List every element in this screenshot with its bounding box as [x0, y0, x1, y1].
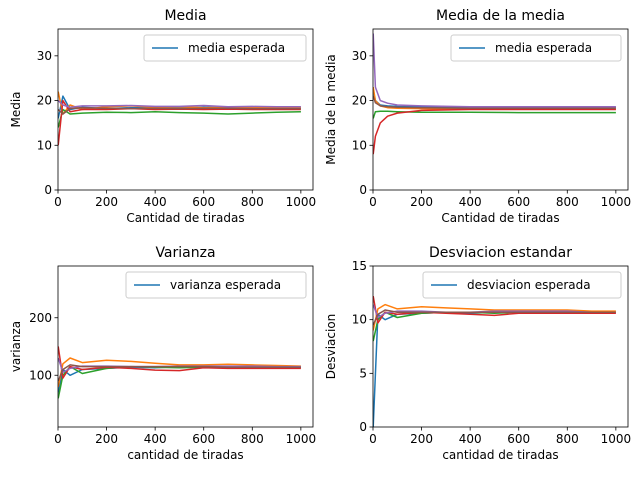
x-tick-label: 0: [54, 432, 62, 446]
series-line-6: [373, 95, 616, 109]
series-group: [58, 346, 301, 399]
axes-frame: [372, 28, 629, 191]
y-tick-label: 0: [359, 420, 367, 434]
x-tick-label: 800: [556, 432, 579, 446]
y-tick-label: 5: [359, 366, 367, 380]
x-tick-label: 400: [459, 195, 482, 209]
series-group: [373, 33, 616, 155]
x-tick-label: 1000: [601, 432, 632, 446]
series-line-6: [58, 364, 301, 382]
y-tick-label: 10: [352, 138, 367, 152]
subplot-1: 0 200 400 600 800 1000 0 10 20 30 Media Cantidad de…: [9, 8, 316, 225]
legend-label: varianza esperada: [170, 278, 281, 292]
x-tick-label: 800: [241, 432, 264, 446]
x-tick-label: 600: [507, 432, 530, 446]
x-tick-label: 1000: [286, 432, 317, 446]
legend-box: [450, 34, 622, 62]
x-tick-label: 600: [192, 432, 215, 446]
y-tick-label: 30: [37, 49, 52, 63]
legend: desviacion esperada: [422, 271, 622, 299]
x-tick-label: 600: [192, 195, 215, 209]
y-tick-label: 100: [29, 368, 52, 382]
axes-frame: [57, 28, 314, 191]
y-axis-label: Media: [9, 91, 23, 127]
y-tick-label: 20: [352, 94, 367, 108]
axes-frame: [57, 265, 314, 428]
x-tick-label: 0: [369, 432, 377, 446]
subplot-3: 0 200 400 600 800 1000 100 200 Varianza cantidad …: [9, 245, 316, 462]
x-axis-label: cantidad de tiradas: [442, 448, 558, 462]
legend-box: [143, 34, 307, 62]
series-group: [373, 295, 616, 427]
legend-box: [125, 271, 307, 299]
x-tick-label: 0: [369, 195, 377, 209]
series-line-2: [58, 357, 301, 387]
y-tick-label: 0: [44, 183, 52, 197]
series-line-4: [373, 295, 616, 324]
y-tick-label: 10: [37, 138, 52, 152]
x-axis-label: cantidad de tiradas: [127, 448, 243, 462]
y-tick-label: 15: [352, 259, 367, 273]
x-tick-label: 1000: [601, 195, 632, 209]
legend-label: media esperada: [188, 41, 285, 55]
y-tick-label: 0: [359, 183, 367, 197]
series-line-3: [58, 108, 301, 128]
y-axis-label: Media de la media: [324, 54, 338, 165]
series-line-4: [373, 108, 616, 155]
y-tick-label: 10: [352, 313, 367, 327]
y-axis-label: varianza: [9, 321, 23, 372]
y-axis-label: Desviacion: [324, 314, 338, 380]
series-line-2: [373, 303, 616, 331]
x-tick-label: 0: [54, 195, 62, 209]
series-line-5: [373, 33, 616, 108]
series-line-6: [373, 309, 616, 326]
subplot-4: 0 200 400 600 800 1000 0 5 10 15 Desviacion estand…: [324, 245, 631, 462]
legend: media esperada: [450, 34, 622, 62]
series-line-4: [58, 99, 301, 146]
legend-label: desviacion esperada: [467, 278, 591, 292]
legend-label: media esperada: [495, 41, 592, 55]
x-axis-label: Cantidad de tiradas: [441, 211, 559, 225]
series-group: [58, 91, 301, 146]
x-tick-label: 600: [507, 195, 530, 209]
chart-title: Media: [164, 8, 206, 24]
x-tick-label: 1000: [286, 195, 317, 209]
x-tick-label: 400: [459, 432, 482, 446]
x-tick-label: 400: [144, 432, 167, 446]
series-line-4: [58, 346, 301, 379]
subplot-2: 0 200 400 600 800 1000 0 10 20 30 Media de la medi…: [324, 8, 631, 225]
axes-frame: [372, 265, 629, 428]
y-tick-label: 20: [37, 94, 52, 108]
x-tick-label: 200: [410, 432, 433, 446]
legend-box: [422, 271, 622, 299]
series-line-2: [58, 91, 301, 115]
x-tick-label: 200: [95, 195, 118, 209]
chart-title: Media de la media: [436, 8, 565, 24]
x-axis-label: Cantidad de tiradas: [126, 211, 244, 225]
chart-title: Varianza: [155, 245, 215, 261]
legend: varianza esperada: [125, 271, 307, 299]
x-tick-label: 400: [144, 195, 167, 209]
series-line-5: [58, 100, 301, 109]
x-tick-label: 800: [556, 195, 579, 209]
y-tick-label: 200: [29, 311, 52, 325]
x-tick-label: 800: [241, 195, 264, 209]
y-tick-label: 30: [352, 49, 367, 63]
chart-title: Desviacion estandar: [429, 245, 572, 261]
x-tick-label: 200: [95, 432, 118, 446]
x-tick-label: 200: [410, 195, 433, 209]
legend: media esperada: [143, 34, 307, 62]
series-line-6: [58, 106, 301, 115]
